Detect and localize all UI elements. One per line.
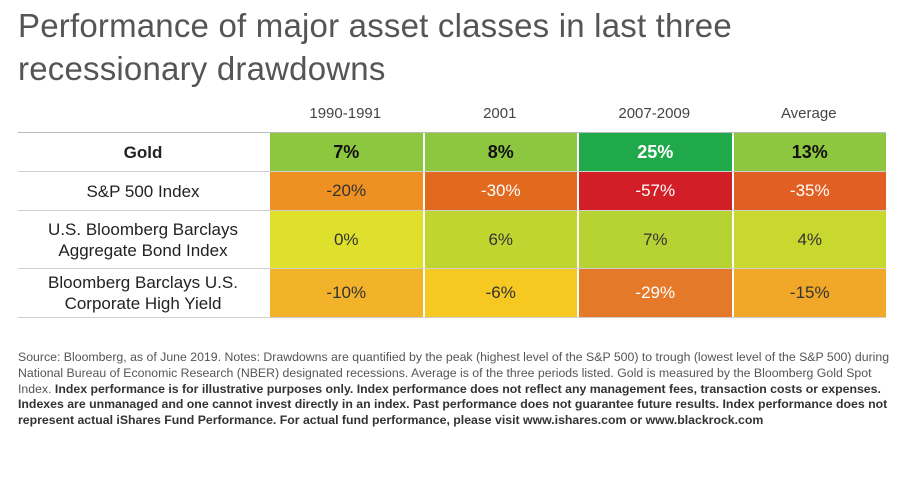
table-row-sp500: S&P 500 Index -20% -30% -57% -35% [18, 172, 886, 211]
column-header-2007-2009: 2007-2009 [618, 105, 691, 122]
table-header-row: 1990-1991 2001 2007-2009 Average [18, 95, 886, 133]
cell-value: 13% [731, 133, 886, 171]
cell-value: -35% [731, 172, 886, 210]
cell-value: -15% [731, 269, 886, 317]
column-header-1990-1991: 1990-1991 [309, 105, 382, 122]
column-header-2001: 2001 [483, 105, 517, 122]
table-row-gold: Gold 7% 8% 25% 13% [18, 133, 886, 172]
cell-value: -6% [422, 269, 577, 317]
cell-value: 4% [731, 211, 886, 268]
performance-table: 1990-1991 2001 2007-2009 Average Gold 7%… [18, 95, 886, 318]
cell-value: 0% [268, 211, 423, 268]
footnote-source-text: Source: Bloomberg, as of June 2019. Note… [18, 350, 890, 396]
row-label-sp500: S&P 500 Index [86, 181, 200, 201]
cell-value: -30% [422, 172, 577, 210]
cell-value: 8% [422, 133, 577, 171]
cell-value: -20% [268, 172, 423, 210]
header-corner [18, 95, 268, 132]
row-label-aggregate-bond: U.S. Bloomberg Barclays Aggregate Bond I… [48, 219, 238, 260]
cell-value: 7% [268, 133, 423, 171]
cell-value: 7% [577, 211, 732, 268]
cell-value: -29% [577, 269, 732, 317]
row-label-gold: Gold [123, 142, 163, 162]
table-row-high-yield: Bloomberg Barclays U.S. Corporate High Y… [18, 269, 886, 318]
cell-value: 6% [422, 211, 577, 268]
cell-value: -57% [577, 172, 732, 210]
cell-value: -10% [268, 269, 423, 317]
cell-value: 25% [577, 133, 732, 171]
row-label-high-yield: Bloomberg Barclays U.S. Corporate High Y… [48, 273, 238, 313]
chart-title: Performance of major asset classes in la… [18, 7, 732, 87]
column-header-average: Average [780, 105, 837, 122]
footnote-disclaimer-text: Index performance is for illustrative pu… [18, 381, 888, 428]
table-row-aggregate-bond: U.S. Bloomberg Barclays Aggregate Bond I… [18, 211, 886, 269]
footnote: Source: Bloomberg, as of June 2019. Note… [18, 350, 898, 429]
